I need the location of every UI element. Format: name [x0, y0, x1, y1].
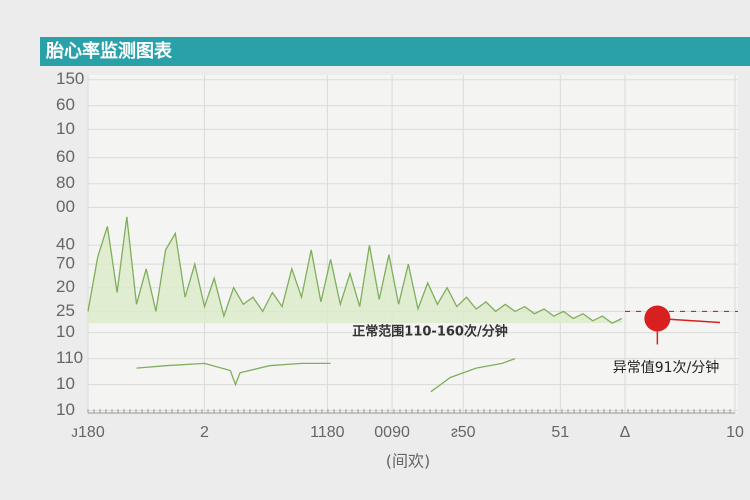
- x-tick-label: 10: [726, 424, 744, 441]
- outlier-point: [644, 305, 671, 332]
- y-tick-label: 70: [56, 254, 75, 273]
- title-band: [40, 37, 750, 66]
- x-tick-label: Δ: [620, 424, 631, 441]
- y-tick-label: 40: [56, 235, 75, 254]
- chart-title: 胎心率监测图表: [46, 40, 173, 62]
- x-axis-label: (间欢): [386, 452, 431, 471]
- plot-area: [88, 75, 738, 413]
- trace-line: [136, 362, 331, 387]
- y-tick-label: 10: [56, 374, 75, 393]
- x-tick-label: 51: [551, 424, 569, 441]
- y-tick-label: 10: [56, 322, 75, 341]
- y-tick-label: 20: [56, 277, 75, 296]
- trace-area: [88, 216, 622, 324]
- x-tick-label: 1180: [310, 424, 345, 441]
- y-tick-label: 60: [56, 147, 75, 166]
- trace-line: [430, 357, 516, 393]
- x-tick-label: 2: [200, 424, 209, 441]
- x-tick-label: ᴤ50: [451, 424, 476, 441]
- x-tick-label: 0090: [374, 424, 410, 441]
- outlier-note: 异常值91次/分钟: [613, 359, 720, 376]
- y-tick-label: 80: [56, 173, 75, 192]
- y-tick-label: 60: [56, 95, 75, 114]
- y-tick-label: 25: [56, 301, 75, 320]
- y-tick-label: 10: [56, 119, 75, 138]
- x-tick-label: ᴊ180: [71, 424, 105, 441]
- normal-range-note: 正常范围110-160次/分钟: [352, 324, 507, 340]
- y-tick-label: 00: [56, 197, 75, 216]
- y-tick-label: 150: [56, 69, 84, 88]
- y-tick-label: 10: [56, 400, 75, 419]
- y-tick-label: 110: [56, 348, 83, 367]
- trace-line: [87, 216, 623, 324]
